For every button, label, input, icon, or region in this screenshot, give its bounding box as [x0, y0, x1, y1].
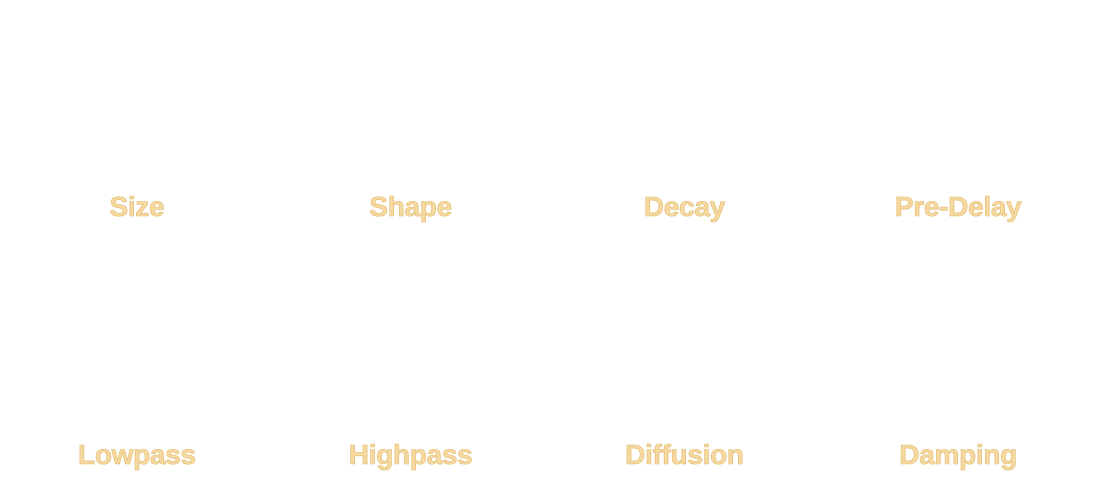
damping-knob-dial[interactable] — [888, 279, 1028, 419]
knob-label-diffusion: Diffusion — [625, 439, 745, 471]
knob-lowpass[interactable]: Lowpass — [0, 249, 274, 499]
knob-diffusion[interactable]: Diffusion — [548, 249, 822, 499]
lowpass-knob-dial[interactable] — [67, 279, 207, 419]
knob-label-pre-delay: Pre-Delay — [894, 191, 1022, 223]
size-knob-dial[interactable] — [67, 30, 207, 170]
knob-label-lowpass: Lowpass — [78, 439, 197, 471]
knob-label-highpass: Highpass — [348, 439, 473, 471]
knob-size[interactable]: Size — [0, 0, 274, 249]
knob-label-shape: Shape — [369, 191, 452, 223]
shape-knob-dial[interactable] — [341, 30, 481, 170]
knob-label-damping: Damping — [899, 439, 1018, 471]
knob-pre-delay[interactable]: Pre-Delay — [821, 0, 1095, 249]
knob-highpass[interactable]: Highpass — [274, 249, 548, 499]
diffusion-knob-dial[interactable] — [614, 279, 754, 419]
knob-damping[interactable]: Damping — [821, 249, 1095, 499]
decay-knob-dial[interactable] — [614, 30, 754, 170]
knob-label-size: Size — [109, 191, 165, 223]
pre-delay-knob-dial[interactable] — [888, 30, 1028, 170]
highpass-knob-dial[interactable] — [341, 279, 481, 419]
knob-label-decay: Decay — [643, 191, 726, 223]
knob-shape[interactable]: Shape — [274, 0, 548, 249]
knob-decay[interactable]: Decay — [548, 0, 822, 249]
